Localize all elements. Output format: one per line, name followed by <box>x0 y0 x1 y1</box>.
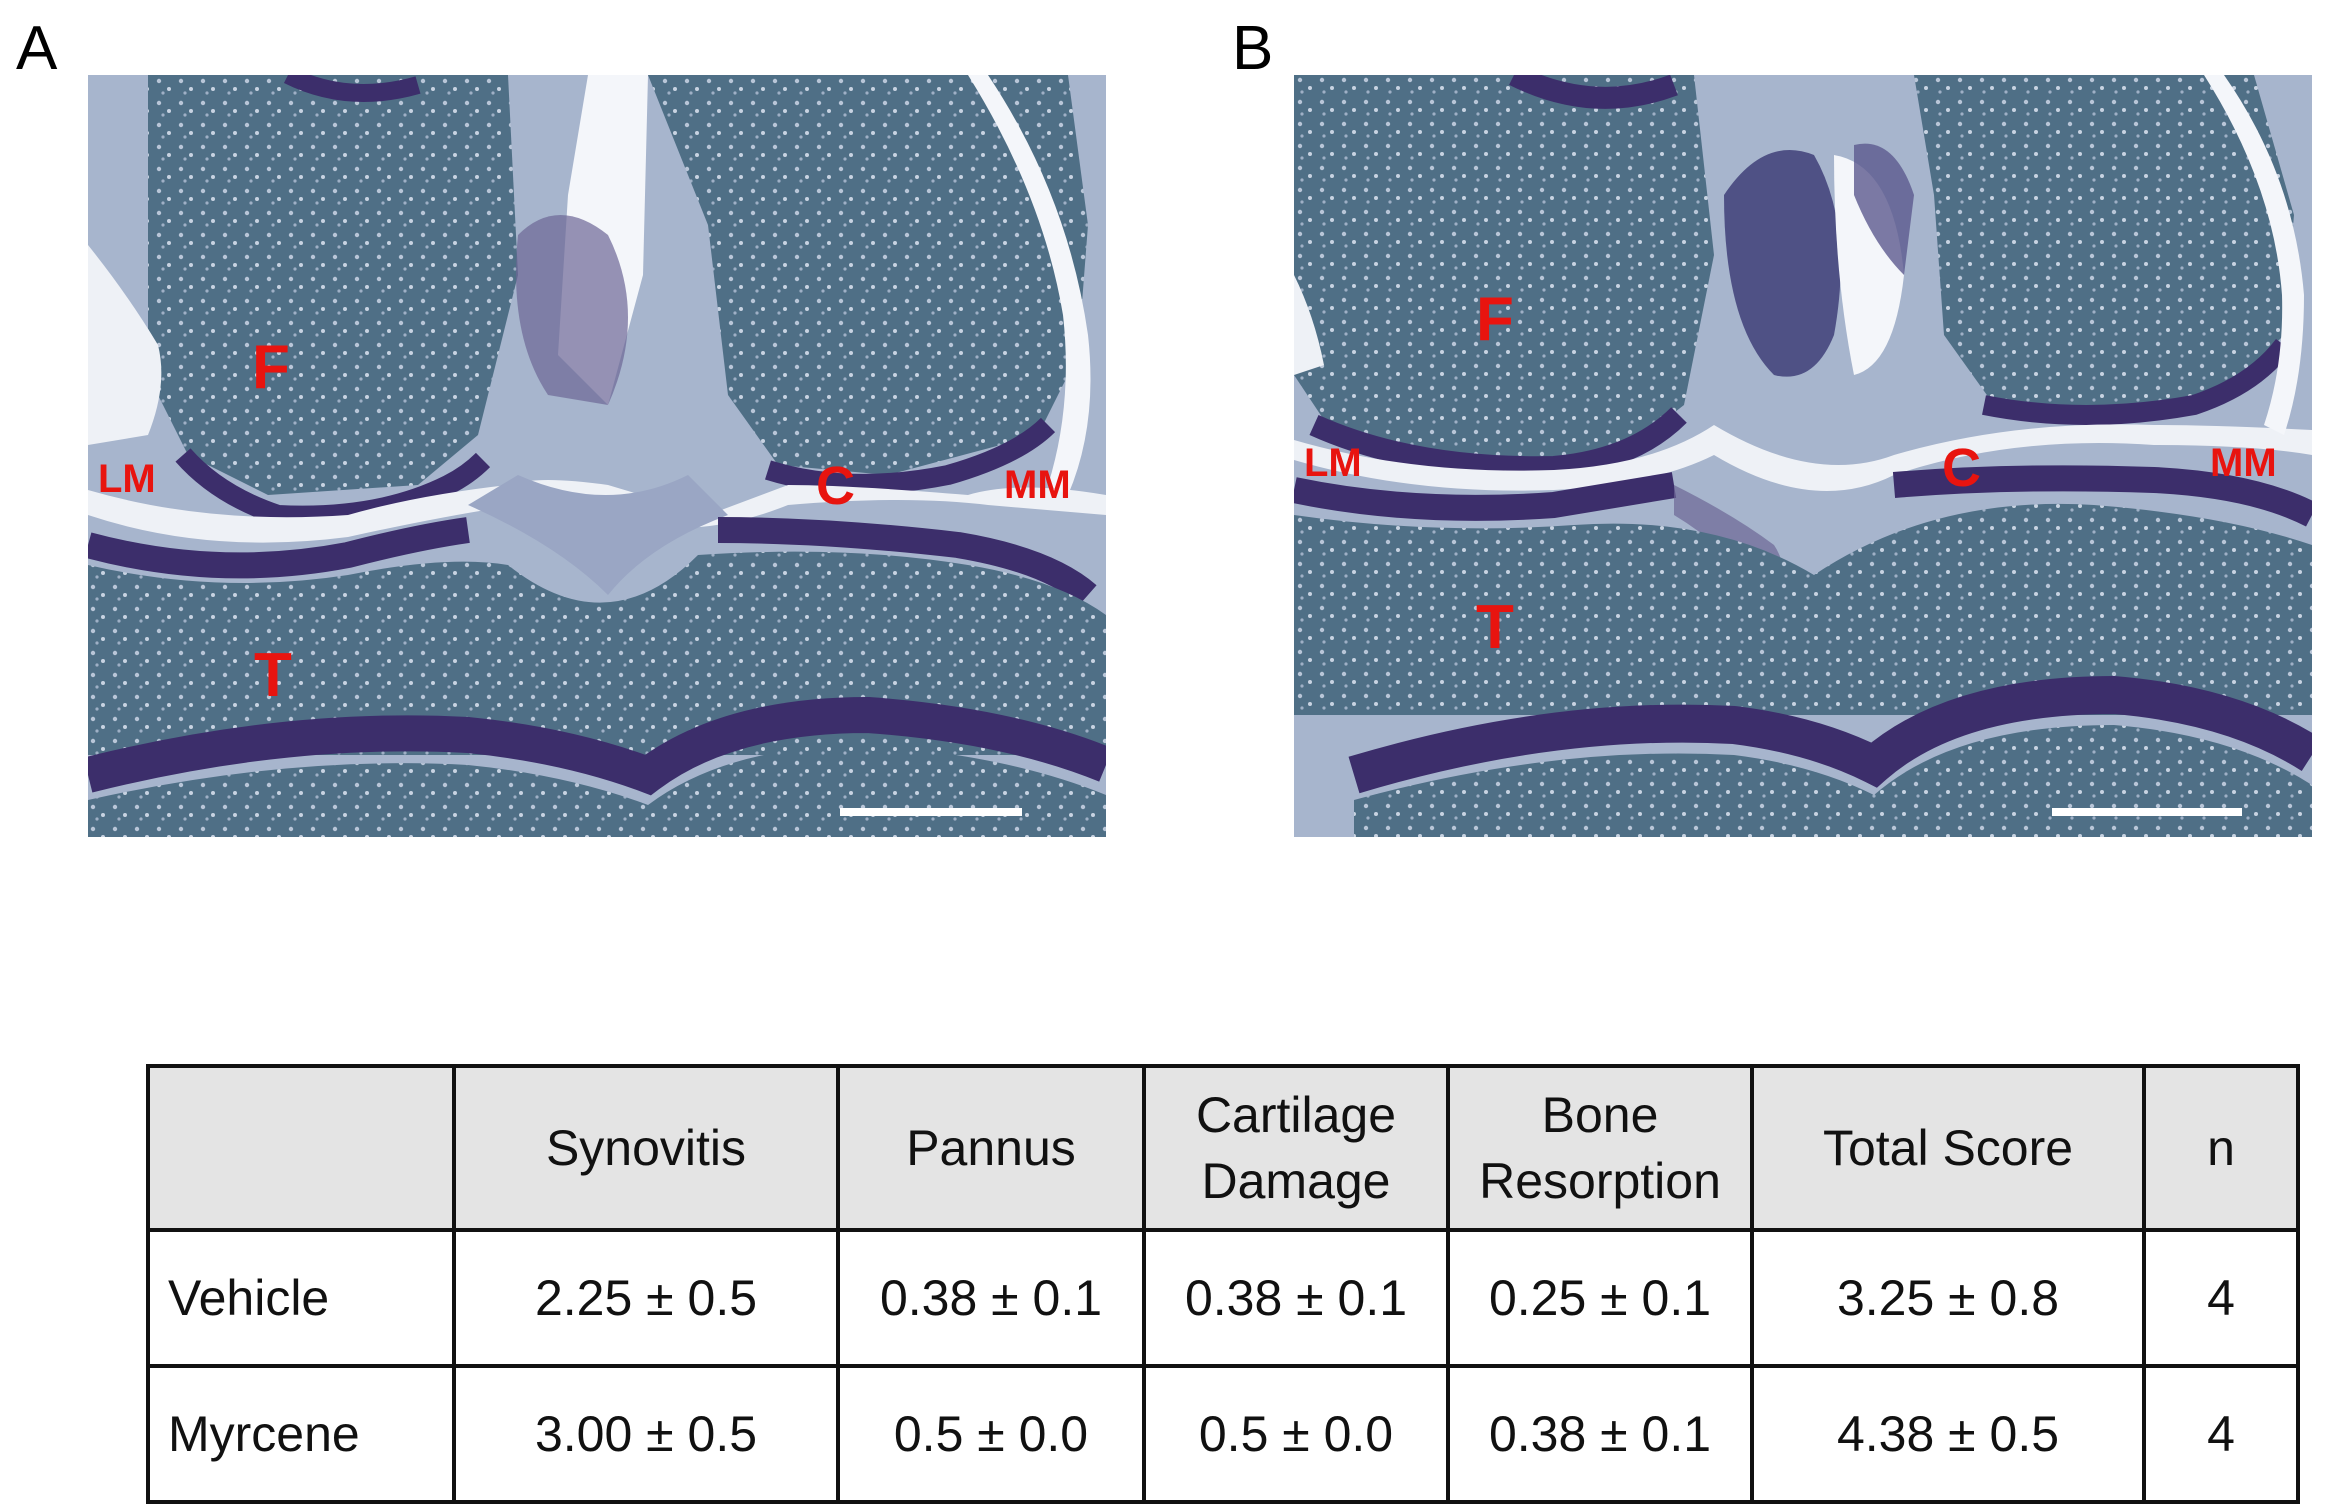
cell-synovitis: 2.25 ± 0.5 <box>452 1228 840 1368</box>
histology-score-table: Synovitis Pannus Cartilage Damage Bone R… <box>146 1064 2300 1504</box>
cell-synovitis: 3.00 ± 0.5 <box>452 1364 840 1504</box>
label-medial-meniscus-b: MM <box>2210 441 2277 485</box>
label-tibia-a: T <box>254 641 292 710</box>
cell-pannus: 0.38 ± 0.1 <box>836 1228 1146 1368</box>
header-pannus: Pannus <box>836 1064 1146 1232</box>
header-total-score: Total Score <box>1750 1064 2146 1232</box>
micrograph-panel-b: F T LM MM C <box>1294 75 2312 837</box>
scale-bar-a <box>840 808 1022 816</box>
label-femur-b: F <box>1476 285 1514 354</box>
table-header-row: Synovitis Pannus Cartilage Damage Bone R… <box>146 1064 2300 1232</box>
cell-n: 4 <box>2142 1228 2300 1368</box>
cell-n: 4 <box>2142 1364 2300 1504</box>
label-lateral-meniscus-a: LM <box>98 457 156 501</box>
cell-bone-resorption: 0.25 ± 0.1 <box>1446 1228 1754 1368</box>
header-synovitis: Synovitis <box>452 1064 840 1232</box>
table-row: Vehicle 2.25 ± 0.5 0.38 ± 0.1 0.38 ± 0.1… <box>146 1228 2300 1368</box>
panel-letter-a: A <box>16 14 58 83</box>
header-bone-resorption: Bone Resorption <box>1446 1064 1754 1232</box>
knee-section-image-b <box>1294 75 2312 837</box>
header-cell-empty <box>146 1064 456 1232</box>
label-tibia-b: T <box>1476 593 1514 662</box>
label-lateral-meniscus-b: LM <box>1304 441 1362 485</box>
cell-bone-resorption: 0.38 ± 0.1 <box>1446 1364 1754 1504</box>
label-cartilage-b: C <box>1942 438 1981 498</box>
header-n: n <box>2142 1064 2300 1232</box>
cell-pannus: 0.5 ± 0.0 <box>836 1364 1146 1504</box>
label-femur-a: F <box>252 333 290 402</box>
label-medial-meniscus-a: MM <box>1004 463 1071 507</box>
panel-letter-b: B <box>1232 14 1274 83</box>
table-row: Myrcene 3.00 ± 0.5 0.5 ± 0.0 0.5 ± 0.0 0… <box>146 1364 2300 1504</box>
cell-total-score: 3.25 ± 0.8 <box>1750 1228 2146 1368</box>
label-cartilage-a: C <box>816 456 855 516</box>
cell-cartilage-damage: 0.38 ± 0.1 <box>1142 1228 1450 1368</box>
micrograph-panel-a: F T LM MM C <box>88 75 1106 837</box>
header-cartilage-damage: Cartilage Damage <box>1142 1064 1450 1232</box>
scale-bar-b <box>2052 808 2242 816</box>
cell-total-score: 4.38 ± 0.5 <box>1750 1364 2146 1504</box>
cell-cartilage-damage: 0.5 ± 0.0 <box>1142 1364 1450 1504</box>
row-label-myrcene: Myrcene <box>146 1364 456 1504</box>
row-label-vehicle: Vehicle <box>146 1228 456 1368</box>
knee-section-image-a <box>88 75 1106 837</box>
